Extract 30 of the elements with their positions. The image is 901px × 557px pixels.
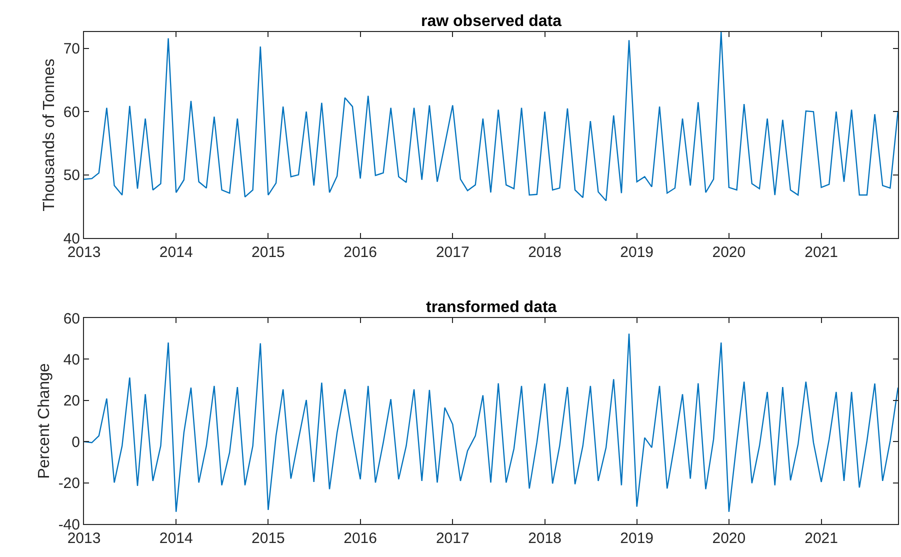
- x-tick-label: 2016: [344, 530, 377, 547]
- y-axis-title: Thousands of Tonnes: [41, 58, 58, 212]
- y-tick-label: 0: [72, 434, 80, 451]
- x-tick-label: 2014: [159, 530, 193, 547]
- y-tick-label: 60: [63, 310, 80, 328]
- x-tick-label: 2019: [620, 244, 654, 261]
- x-tick-label: 2015: [252, 244, 285, 261]
- y-tick-label: -20: [58, 475, 80, 492]
- y-tick-label: 70: [63, 40, 80, 58]
- y-tick-label: 50: [63, 167, 80, 184]
- x-tick-label: 2016: [344, 244, 377, 261]
- y-axis-title: Percent Change: [36, 363, 54, 479]
- x-tick-label: 2021: [804, 244, 838, 261]
- chart-title: raw observed data: [421, 13, 562, 30]
- x-tick-label: 2019: [620, 530, 654, 547]
- line-series: [84, 333, 898, 512]
- x-tick-label: 2020: [712, 244, 746, 261]
- x-tick-label: 2018: [528, 530, 562, 547]
- x-tick-label: 2017: [436, 530, 470, 547]
- x-tick-label: 2021: [804, 530, 838, 547]
- x-tick-label: 2014: [159, 244, 193, 261]
- chart-title: transformed data: [426, 299, 557, 316]
- x-tick-label: 2017: [436, 244, 470, 261]
- y-tick-label: 40: [63, 351, 80, 368]
- line-series: [84, 32, 898, 202]
- y-tick-label: 20: [63, 392, 80, 410]
- x-tick-label: 2015: [252, 530, 285, 547]
- x-tick-label: 2018: [528, 244, 562, 261]
- y-tick-label: 60: [63, 104, 80, 121]
- x-tick-label: 2020: [712, 530, 746, 547]
